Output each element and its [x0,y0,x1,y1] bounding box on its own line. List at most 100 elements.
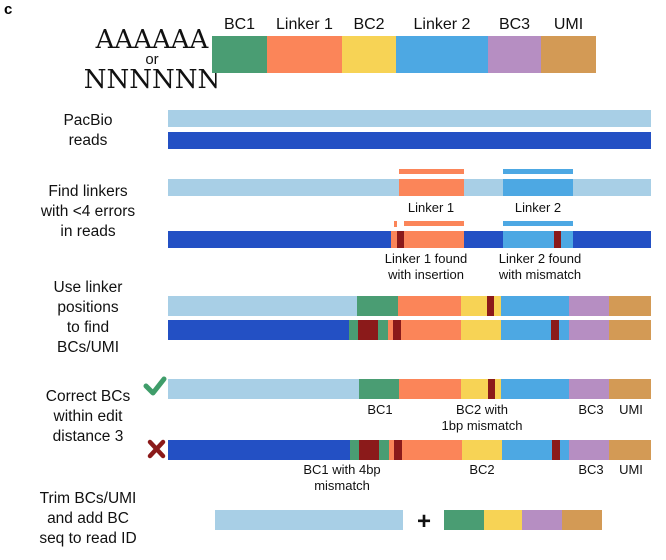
linker2-ref-bar-dark [503,221,573,226]
segment-label-bc3: BC3 [499,16,530,33]
correct-dark-bc3 [569,440,609,460]
linker1-match-dark [404,231,464,248]
step-use-line2: positions [57,299,118,316]
step-pacbio-line2: reads [69,132,108,149]
step-trim-line1: Trim BCs/UMI [40,490,137,507]
correct-light-bc2-error [488,379,495,399]
use-dark-bc2 [461,320,501,340]
ok-bc3-label: BC3 [578,402,603,417]
step-correct-line1: Correct BCs [46,388,131,405]
linker1-match-light [399,179,464,196]
correct-light-bc3 [569,379,609,399]
segment-label-bc2: BC2 [353,16,384,33]
segment-label-linker1: Linker 1 [276,16,333,33]
use-dark-linker2 [501,320,561,340]
step-correct-line3: distance 3 [53,428,124,445]
correct-light-umi [609,379,651,399]
ok-bc2-line2: 1bp mismatch [442,418,523,433]
step-find-line1: Find linkers [48,183,127,200]
correct-dark-linker1-a [389,440,394,460]
poly-a-text: AAAAAA [95,25,210,55]
segment-label-umi: UMI [554,16,583,33]
pacbio-read-light [168,110,651,127]
bad-bc1-line2: mismatch [314,478,370,493]
linker1-ref-bar [399,169,464,174]
trim-bc1 [444,510,484,530]
linker1-found-line2: with insertion [387,267,464,282]
bad-umi-label: UMI [619,462,643,477]
trimmed-read [215,510,403,530]
step-correct-line2: within edit [53,408,124,425]
linker2-mismatch-error [554,231,561,248]
ok-bc2-line1: BC2 with [456,402,508,417]
use-dark-linker2-error [551,320,559,340]
step-trim-line2: and add BC [47,510,129,527]
linker2-ref-bar [503,169,573,174]
linker1-insertion-error [397,231,404,248]
step-use-line3: to find [67,319,109,336]
pacbio-read-dark [168,132,651,149]
step-find-line3: in reads [60,223,115,240]
correct-dark-linker2 [502,440,561,460]
use-dark-bc3 [569,320,609,340]
use-light-linker1 [398,296,461,316]
use-dark-umi [609,320,651,340]
use-dark-linker2-tail [561,320,569,340]
correct-light-linker2 [501,379,569,399]
ok-bc1-label: BC1 [367,402,392,417]
use-light-bc3 [569,296,609,316]
or-text: or [145,51,158,68]
step-find-linkers: Find linkers with <4 errors in reads Lin… [40,169,651,282]
segment-label-bc1: BC1 [224,16,255,33]
linker2-match-dark [503,231,573,248]
correct-dark-umi [609,440,651,460]
step-use-positions: Use linker positions to find BCs/UMI [54,279,651,356]
segment-umi [541,36,596,73]
linker2-match-light [503,179,573,196]
use-dark-bc1-error [358,320,378,340]
use-light-bc2-error [487,296,494,316]
correct-dark-linker2-tail [561,440,569,460]
use-dark-bc1-b [378,320,388,340]
cross-icon [147,439,166,459]
use-dark-linker1-error [393,320,401,340]
correct-dark-linker2-error [552,440,560,460]
step-use-line1: Use linker [54,279,123,296]
use-dark-bc1-a [349,320,358,340]
correct-dark-bc2 [462,440,502,460]
segment-label-linker2: Linker 2 [414,16,471,33]
segment-linker1 [267,36,342,73]
bad-bc3-label: BC3 [578,462,603,477]
segment-bc3 [488,36,541,73]
correct-dark-linker1-error [394,440,402,460]
correct-dark-bc1-a [350,440,359,460]
step-trim-line3: seq to read ID [39,530,136,547]
step-correct: Correct BCs within edit distance 3 BC1 B… [46,376,651,493]
step-pacbio-line1: PacBio [63,112,112,129]
use-dark-linker1-b [401,320,461,340]
correct-dark-bc1-error [359,440,379,460]
poly-n-text: NNNNNN [84,65,221,95]
linker1-ref-bar-dark [404,221,464,226]
segment-bc2 [342,36,396,73]
linker1-left-piece [391,231,397,248]
linker2-label: Linker 2 [515,200,561,215]
use-light-bc1 [357,296,398,316]
trim-bc2 [484,510,522,530]
trim-bc3 [522,510,562,530]
check-icon [143,376,167,396]
step-use-line4: BCs/UMI [57,339,119,356]
correct-dark-bc1-b [379,440,389,460]
use-light-umi [609,296,651,316]
linker1-found-line1: Linker 1 found [385,251,467,266]
correct-light-linker1 [399,379,461,399]
step-pacbio: PacBio reads [63,110,651,149]
bad-bc1-line1: BC1 with 4bp [303,462,380,477]
structure-header: AAAAAA or NNNNNN BC1 Linker 1 BC2 Linker… [84,16,596,95]
linker1-insert-tick [394,221,397,227]
ok-umi-label: UMI [619,402,643,417]
use-dark-linker1-a [388,320,393,340]
segment-linker2 [396,36,488,73]
step-find-line2: with <4 errors [40,203,136,220]
